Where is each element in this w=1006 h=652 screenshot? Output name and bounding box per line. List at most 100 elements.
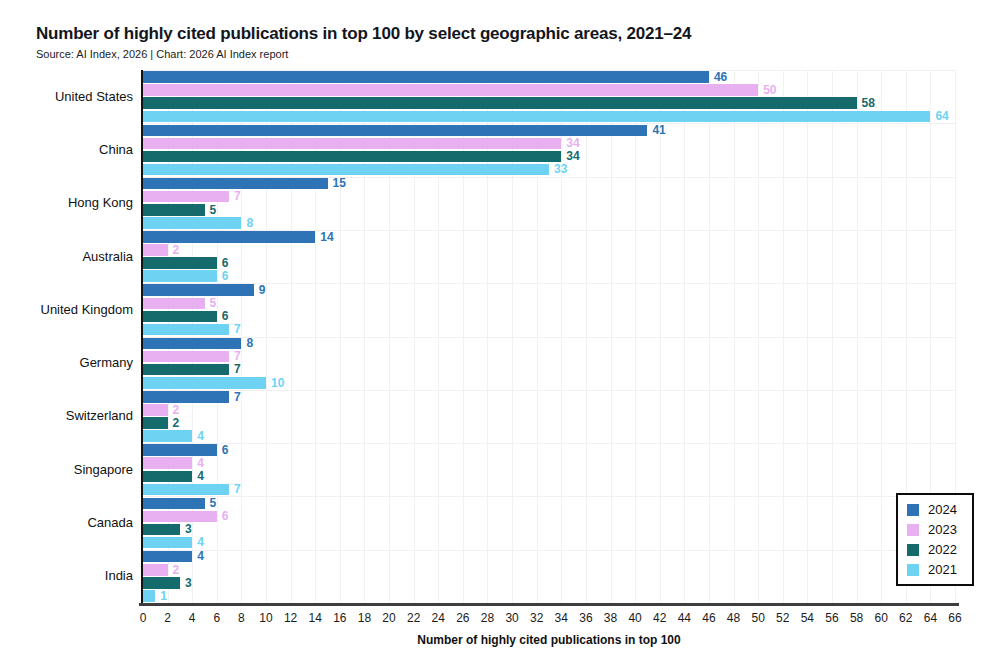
bar-value-label: 2 bbox=[173, 403, 180, 417]
bar-value-label: 7 bbox=[234, 390, 241, 404]
bar-value-label: 6 bbox=[222, 443, 229, 457]
bar-value-label: 6 bbox=[222, 269, 229, 283]
chart-page: Number of highly cited publications in t… bbox=[0, 0, 1006, 652]
y-axis-label: United States bbox=[1, 89, 133, 105]
bar-2023 bbox=[143, 244, 168, 256]
bar-value-label: 6 bbox=[222, 256, 229, 270]
bar-value-label: 5 bbox=[210, 296, 217, 310]
legend-item: 2024 bbox=[907, 502, 963, 517]
gridline-horizontal bbox=[143, 496, 955, 497]
bar-2021 bbox=[143, 484, 229, 496]
legend-label: 2022 bbox=[928, 542, 957, 557]
bar-2023 bbox=[143, 191, 229, 203]
bar-value-label: 50 bbox=[763, 83, 776, 97]
bar-2024 bbox=[143, 338, 241, 350]
bar-2023 bbox=[143, 84, 758, 96]
legend-label: 2021 bbox=[928, 562, 957, 577]
gridline-horizontal bbox=[143, 390, 955, 391]
y-axis-line bbox=[141, 70, 143, 604]
bar-2024 bbox=[143, 178, 328, 190]
bar-value-label: 4 bbox=[197, 456, 204, 470]
bar-value-label: 2 bbox=[173, 416, 180, 430]
bar-value-label: 33 bbox=[554, 162, 567, 176]
bar-2021 bbox=[143, 377, 266, 389]
bar-value-label: 34 bbox=[566, 136, 579, 150]
bar-value-label: 7 bbox=[234, 322, 241, 336]
y-axis-label: United Kingdom bbox=[1, 302, 133, 318]
bar-value-label: 2 bbox=[173, 243, 180, 257]
bar-2022 bbox=[143, 364, 229, 376]
bar-value-label: 46 bbox=[714, 70, 727, 84]
bar-value-label: 4 bbox=[197, 549, 204, 563]
bar-value-label: 8 bbox=[246, 336, 253, 350]
legend-swatch-2023 bbox=[907, 524, 919, 536]
y-axis-label: India bbox=[1, 568, 133, 584]
bar-2021 bbox=[143, 324, 229, 336]
bar-2021 bbox=[143, 111, 930, 123]
legend-item: 2023 bbox=[907, 522, 963, 537]
x-axis-line bbox=[139, 603, 959, 606]
bar-2023 bbox=[143, 404, 168, 416]
y-axis-label: Canada bbox=[1, 515, 133, 531]
bar-2022 bbox=[143, 524, 180, 536]
gridline-horizontal bbox=[143, 550, 955, 551]
bar-value-label: 4 bbox=[197, 429, 204, 443]
bar-2024 bbox=[143, 498, 205, 510]
bar-2023 bbox=[143, 457, 192, 469]
bar-value-label: 8 bbox=[246, 216, 253, 230]
bar-2021 bbox=[143, 217, 241, 229]
bar-2023 bbox=[143, 511, 217, 523]
bar-value-label: 3 bbox=[185, 576, 192, 590]
bar-2021 bbox=[143, 430, 192, 442]
bar-2024 bbox=[143, 284, 254, 296]
bar-chart: 4650586441343433157581426695678771072246… bbox=[0, 0, 1006, 652]
bar-value-label: 34 bbox=[566, 149, 579, 163]
y-axis-label: Australia bbox=[1, 249, 133, 265]
bar-value-label: 7 bbox=[234, 362, 241, 376]
bar-2024 bbox=[143, 391, 229, 403]
bar-value-label: 5 bbox=[210, 203, 217, 217]
bar-value-label: 6 bbox=[222, 309, 229, 323]
y-axis-label: China bbox=[1, 142, 133, 158]
y-axis-label: Germany bbox=[1, 355, 133, 371]
bar-2022 bbox=[143, 204, 205, 216]
gridline-horizontal bbox=[143, 337, 955, 338]
x-axis-title: Number of highly cited publications in t… bbox=[143, 633, 955, 647]
legend-swatch-2021 bbox=[907, 564, 919, 576]
bar-2024 bbox=[143, 71, 709, 83]
bar-2022 bbox=[143, 471, 192, 483]
bar-2022 bbox=[143, 577, 180, 589]
legend: 2024 2023 2022 2021 bbox=[896, 493, 974, 586]
bar-value-label: 4 bbox=[197, 535, 204, 549]
legend-swatch-2024 bbox=[907, 504, 919, 516]
bar-value-label: 4 bbox=[197, 469, 204, 483]
bar-value-label: 1 bbox=[160, 589, 167, 603]
y-axis-label: Switzerland bbox=[1, 408, 133, 424]
bar-2023 bbox=[143, 298, 205, 310]
bar-2023 bbox=[143, 351, 229, 363]
bar-2024 bbox=[143, 444, 217, 456]
bar-value-label: 10 bbox=[271, 376, 284, 390]
bar-value-label: 3 bbox=[185, 522, 192, 536]
bar-value-label: 7 bbox=[234, 349, 241, 363]
bar-2022 bbox=[143, 417, 168, 429]
bar-2021 bbox=[143, 164, 549, 176]
gridline-horizontal bbox=[143, 443, 955, 444]
bar-2022 bbox=[143, 311, 217, 323]
bar-value-label: 64 bbox=[935, 109, 948, 123]
bar-2024 bbox=[143, 125, 647, 137]
legend-swatch-2022 bbox=[907, 544, 919, 556]
legend-item: 2021 bbox=[907, 562, 963, 577]
bar-value-label: 41 bbox=[652, 123, 665, 137]
y-axis-label: Singapore bbox=[1, 462, 133, 478]
legend-item: 2022 bbox=[907, 542, 963, 557]
bar-2024 bbox=[143, 551, 192, 563]
bar-value-label: 5 bbox=[210, 496, 217, 510]
bar-value-label: 15 bbox=[333, 176, 346, 190]
bar-2021 bbox=[143, 537, 192, 549]
bar-value-label: 14 bbox=[320, 230, 333, 244]
bar-2021 bbox=[143, 270, 217, 282]
bar-2022 bbox=[143, 97, 857, 109]
bar-value-label: 9 bbox=[259, 283, 266, 297]
legend-label: 2023 bbox=[928, 522, 957, 537]
